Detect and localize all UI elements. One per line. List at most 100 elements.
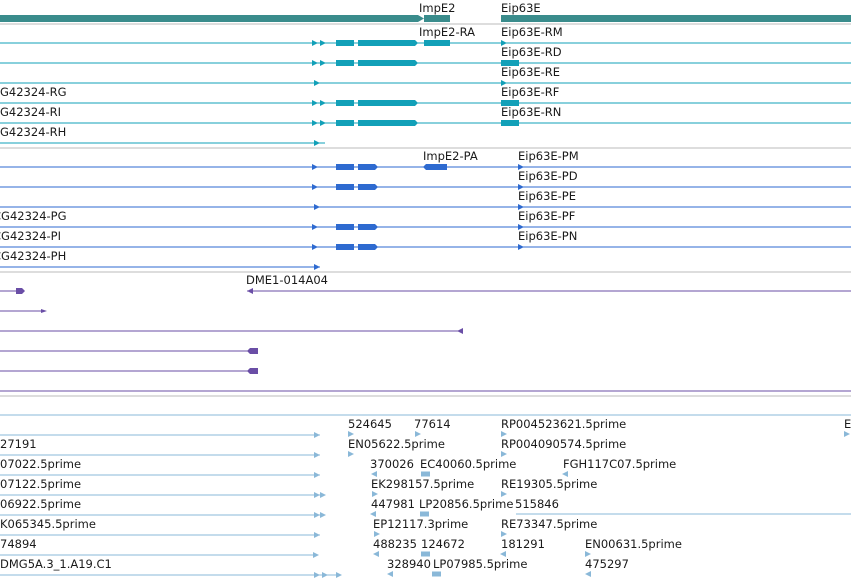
protein-label-cg42324-pi[interactable]: CG42324-PI (0, 230, 63, 243)
clone-arrow-dme1 (247, 288, 253, 294)
est-arrow-row4b (320, 492, 326, 498)
protein-arrow-row1 (312, 164, 318, 170)
est-label-74894[interactable]: 74894 (0, 537, 38, 551)
est-label-77614[interactable]: 77614 (413, 417, 452, 431)
est-label-lp07985[interactable]: LP07985.5prime (432, 557, 529, 571)
est-label-en05622[interactable]: EN05622.5prime (347, 437, 446, 451)
transcript-label-cg42324-rg[interactable]: G42324-RG (0, 85, 68, 99)
est-arrow-ek298157 (372, 491, 378, 497)
clone-block-row5 (247, 368, 258, 374)
est-arrow-524645 (348, 431, 354, 437)
est-arrow-77614 (415, 431, 421, 437)
protein-exon-row4a (336, 224, 354, 230)
est-label-fgh117c07[interactable]: FGH117C07.5prime (562, 457, 678, 471)
transcript-arrow-row4b (320, 100, 326, 106)
exon-row1-impe2 (424, 40, 450, 46)
est-label-06922[interactable]: 06922.5prime (0, 497, 83, 511)
est-block-lp07985 (432, 571, 441, 577)
est-arrow-re19305 (501, 491, 507, 497)
clone-arrow-row2 (41, 309, 47, 313)
transcript-arrow-row3 (314, 80, 320, 86)
est-label-re19305[interactable]: RE19305.5prime (500, 477, 599, 491)
gene-bar-impe2 (424, 15, 450, 22)
est-label-re73347[interactable]: RE73347.5prime (500, 517, 599, 531)
clone-label-dme1-014a04[interactable]: DME1-014A04 (245, 273, 329, 287)
transcript-label-cg42324-rh[interactable]: G42324-RH (0, 125, 68, 139)
est-label-dmg5a[interactable]: DMG5A.3_1.A19.C1 (0, 557, 113, 571)
est-arrow-row8c (336, 572, 342, 578)
clone-arrow-row3 (457, 328, 463, 334)
transcript-arrow-row5b (320, 120, 326, 126)
protein-label-eip63e-pe[interactable]: Eip63E-PE (517, 189, 578, 203)
protein-label-eip63e-pm[interactable]: Eip63E-PM (517, 149, 580, 163)
protein-label-impe2-pa[interactable]: ImpE2-PA (422, 149, 479, 163)
est-label-edge[interactable]: E (843, 417, 851, 431)
exon-row5b (358, 120, 418, 126)
gene-bar-eip63e (501, 15, 851, 22)
protein-label-eip63e-pf[interactable]: Eip63E-PF (517, 209, 577, 223)
est-arrow-row2 (314, 452, 320, 458)
est-label-07122[interactable]: 07122.5prime (0, 477, 83, 491)
est-label-524645[interactable]: 524645 (347, 417, 393, 431)
protein-label-eip63e-pn[interactable]: Eip63E-PN (517, 229, 579, 243)
exon-row4-eip (501, 100, 519, 106)
transcript-label-eip63e-rf[interactable]: Eip63E-RF (500, 85, 561, 99)
gene-label-impe2[interactable]: ImpE2 (418, 1, 457, 15)
transcript-arrow-row2a (312, 60, 318, 66)
protein-exon-row5a (336, 244, 354, 250)
est-label-475297[interactable]: 475297 (584, 557, 630, 571)
gene-label-eip63e[interactable]: Eip63E (500, 1, 542, 15)
protein-label-eip63e-pd[interactable]: Eip63E-PD (517, 169, 579, 183)
est-arrow-370026 (371, 471, 377, 477)
est-label-07022[interactable]: 07022.5prime (0, 457, 83, 471)
est-arrow-488235 (373, 551, 379, 557)
exon-row5-eip (501, 120, 519, 126)
transcript-label-cg42324-ri[interactable]: G42324-RI (0, 105, 63, 119)
est-label-rp004090574[interactable]: RP004090574.5prime (500, 437, 628, 451)
exon-row2a (336, 60, 354, 66)
est-label-lp20856[interactable]: LP20856.5prime (418, 497, 515, 511)
est-label-181291[interactable]: 181291 (500, 537, 546, 551)
protein-exon-row5b (358, 244, 378, 250)
exon-row2-eip (501, 60, 519, 66)
protein-label-cg42324-ph[interactable]: CG42324-PH (0, 250, 68, 263)
transcript-label-eip63e-rd[interactable]: Eip63E-RD (500, 45, 563, 59)
est-label-en00631[interactable]: EN00631.5prime (584, 537, 683, 551)
exon-row1b (358, 40, 418, 46)
protein-arrow-row3 (314, 204, 320, 210)
protein-exon-row2a (336, 184, 354, 190)
protein-label-cg42324-pg[interactable]: CG42324-PG (0, 210, 68, 223)
est-label-ek065345[interactable]: K065345.5prime (0, 517, 97, 531)
transcript-arrow-row1b (320, 40, 326, 46)
exon-row1a (336, 40, 354, 46)
transcript-label-eip63e-rn[interactable]: Eip63E-RN (500, 105, 563, 119)
transcript-arrow-row6 (314, 140, 320, 146)
est-label-488235[interactable]: 488235 (372, 537, 418, 551)
transcript-label-eip63e-re[interactable]: Eip63E-RE (500, 65, 562, 79)
est-label-27191[interactable]: 27191 (0, 437, 38, 451)
est-label-328940[interactable]: 328940 (386, 557, 432, 571)
protein-arrow-row4-eip (518, 224, 524, 230)
clone-block-row1-left (16, 288, 25, 294)
est-label-515846[interactable]: 515846 (514, 497, 560, 511)
est-arrow-row7 (313, 552, 319, 558)
est-label-370026[interactable]: 370026 (369, 457, 415, 471)
transcript-label-eip63e-rm[interactable]: Eip63E-RM (500, 25, 564, 39)
transcript-label-impe2-ra[interactable]: ImpE2-RA (418, 25, 477, 39)
exon-row2b (358, 60, 418, 66)
transcript-arrow-row1-eip (501, 40, 507, 46)
est-arrow-ep12117 (374, 531, 380, 537)
est-arrow-328940 (387, 571, 393, 577)
est-arrow-row5b (320, 512, 326, 518)
est-label-ek298157[interactable]: EK298157.5prime (370, 477, 476, 491)
est-arrow-row8a (314, 572, 320, 578)
est-label-ec40060[interactable]: EC40060.5prime (419, 457, 518, 471)
est-label-rp004523621[interactable]: RP004523621.5prime (500, 417, 628, 431)
est-label-124672[interactable]: 124672 (420, 537, 466, 551)
est-arrow-en05622 (348, 451, 354, 457)
est-label-ep12117[interactable]: EP12117.3prime (372, 517, 470, 531)
est-arrow-fgh117c07 (562, 471, 568, 477)
est-label-447981[interactable]: 447981 (370, 497, 416, 511)
